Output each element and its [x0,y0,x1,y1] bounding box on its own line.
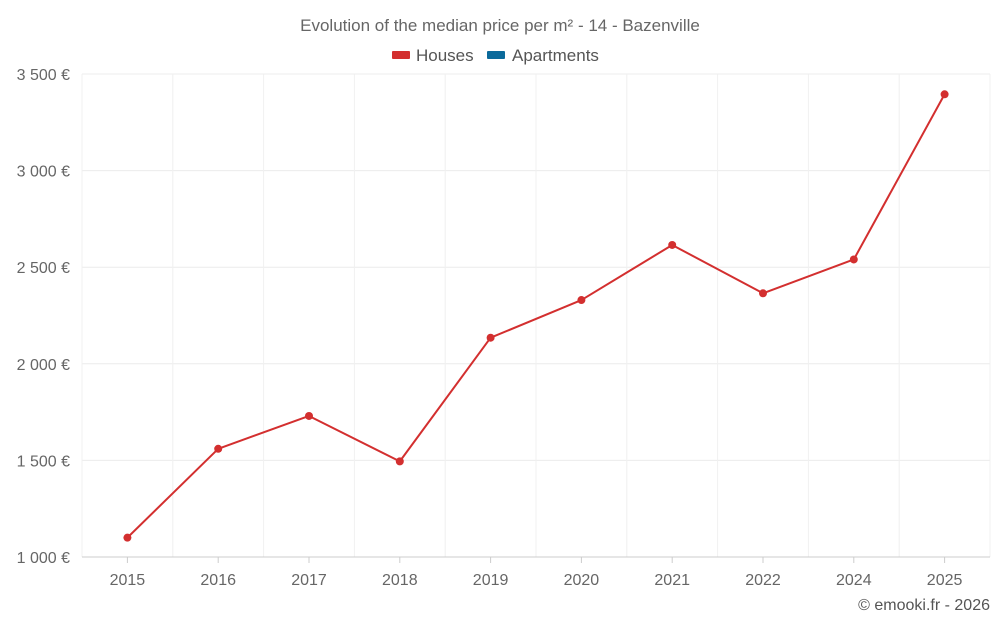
x-tick-label: 2025 [927,572,963,589]
data-point-houses[interactable] [214,444,223,453]
series-line-houses [126,93,946,539]
legend: Houses Apartments [392,46,599,65]
x-tick-label: 2015 [110,572,146,589]
x-tick-label: 2016 [200,572,236,589]
x-tick-label: 2019 [473,572,509,589]
data-point-houses[interactable] [395,457,404,466]
legend-label-apartments[interactable]: Apartments [512,46,599,65]
grid [81,73,991,557]
series-layer [123,90,949,542]
x-tick-label: 2021 [654,572,690,589]
legend-label-houses[interactable]: Houses [416,46,474,65]
legend-swatch-houses [392,51,410,59]
x-tick-label: 2017 [291,572,327,589]
data-point-houses[interactable] [668,240,677,249]
credit: © emooki.fr - 2026 [858,597,990,614]
data-point-houses[interactable] [486,333,495,342]
y-tick-label: 2 000 € [17,357,70,374]
chart-title: Evolution of the median price per m² - 1… [300,16,700,35]
data-point-houses[interactable] [940,90,949,99]
x-tick-label: 2018 [382,572,418,589]
x-tick-label: 2022 [745,572,781,589]
y-tick-label: 1 000 € [17,550,70,567]
x-tick-label: 2020 [564,572,600,589]
y-tick-label: 3 000 € [17,164,70,181]
data-point-houses[interactable] [759,289,767,298]
axes: 1 000 € 1 500 € 2 000 € 2 500 € 3 000 € 3 500… [17,67,990,589]
data-point-houses[interactable] [123,533,132,542]
y-tick-label: 3 500 € [17,67,70,84]
data-point-houses[interactable] [849,255,858,264]
data-point-houses[interactable] [305,411,313,420]
x-tick-label: 2024 [836,572,872,589]
y-tick-label: 1 500 € [17,453,70,470]
legend-swatch-apartments [487,51,505,59]
data-point-houses[interactable] [577,296,586,305]
y-tick-label: 2 500 € [17,260,70,277]
